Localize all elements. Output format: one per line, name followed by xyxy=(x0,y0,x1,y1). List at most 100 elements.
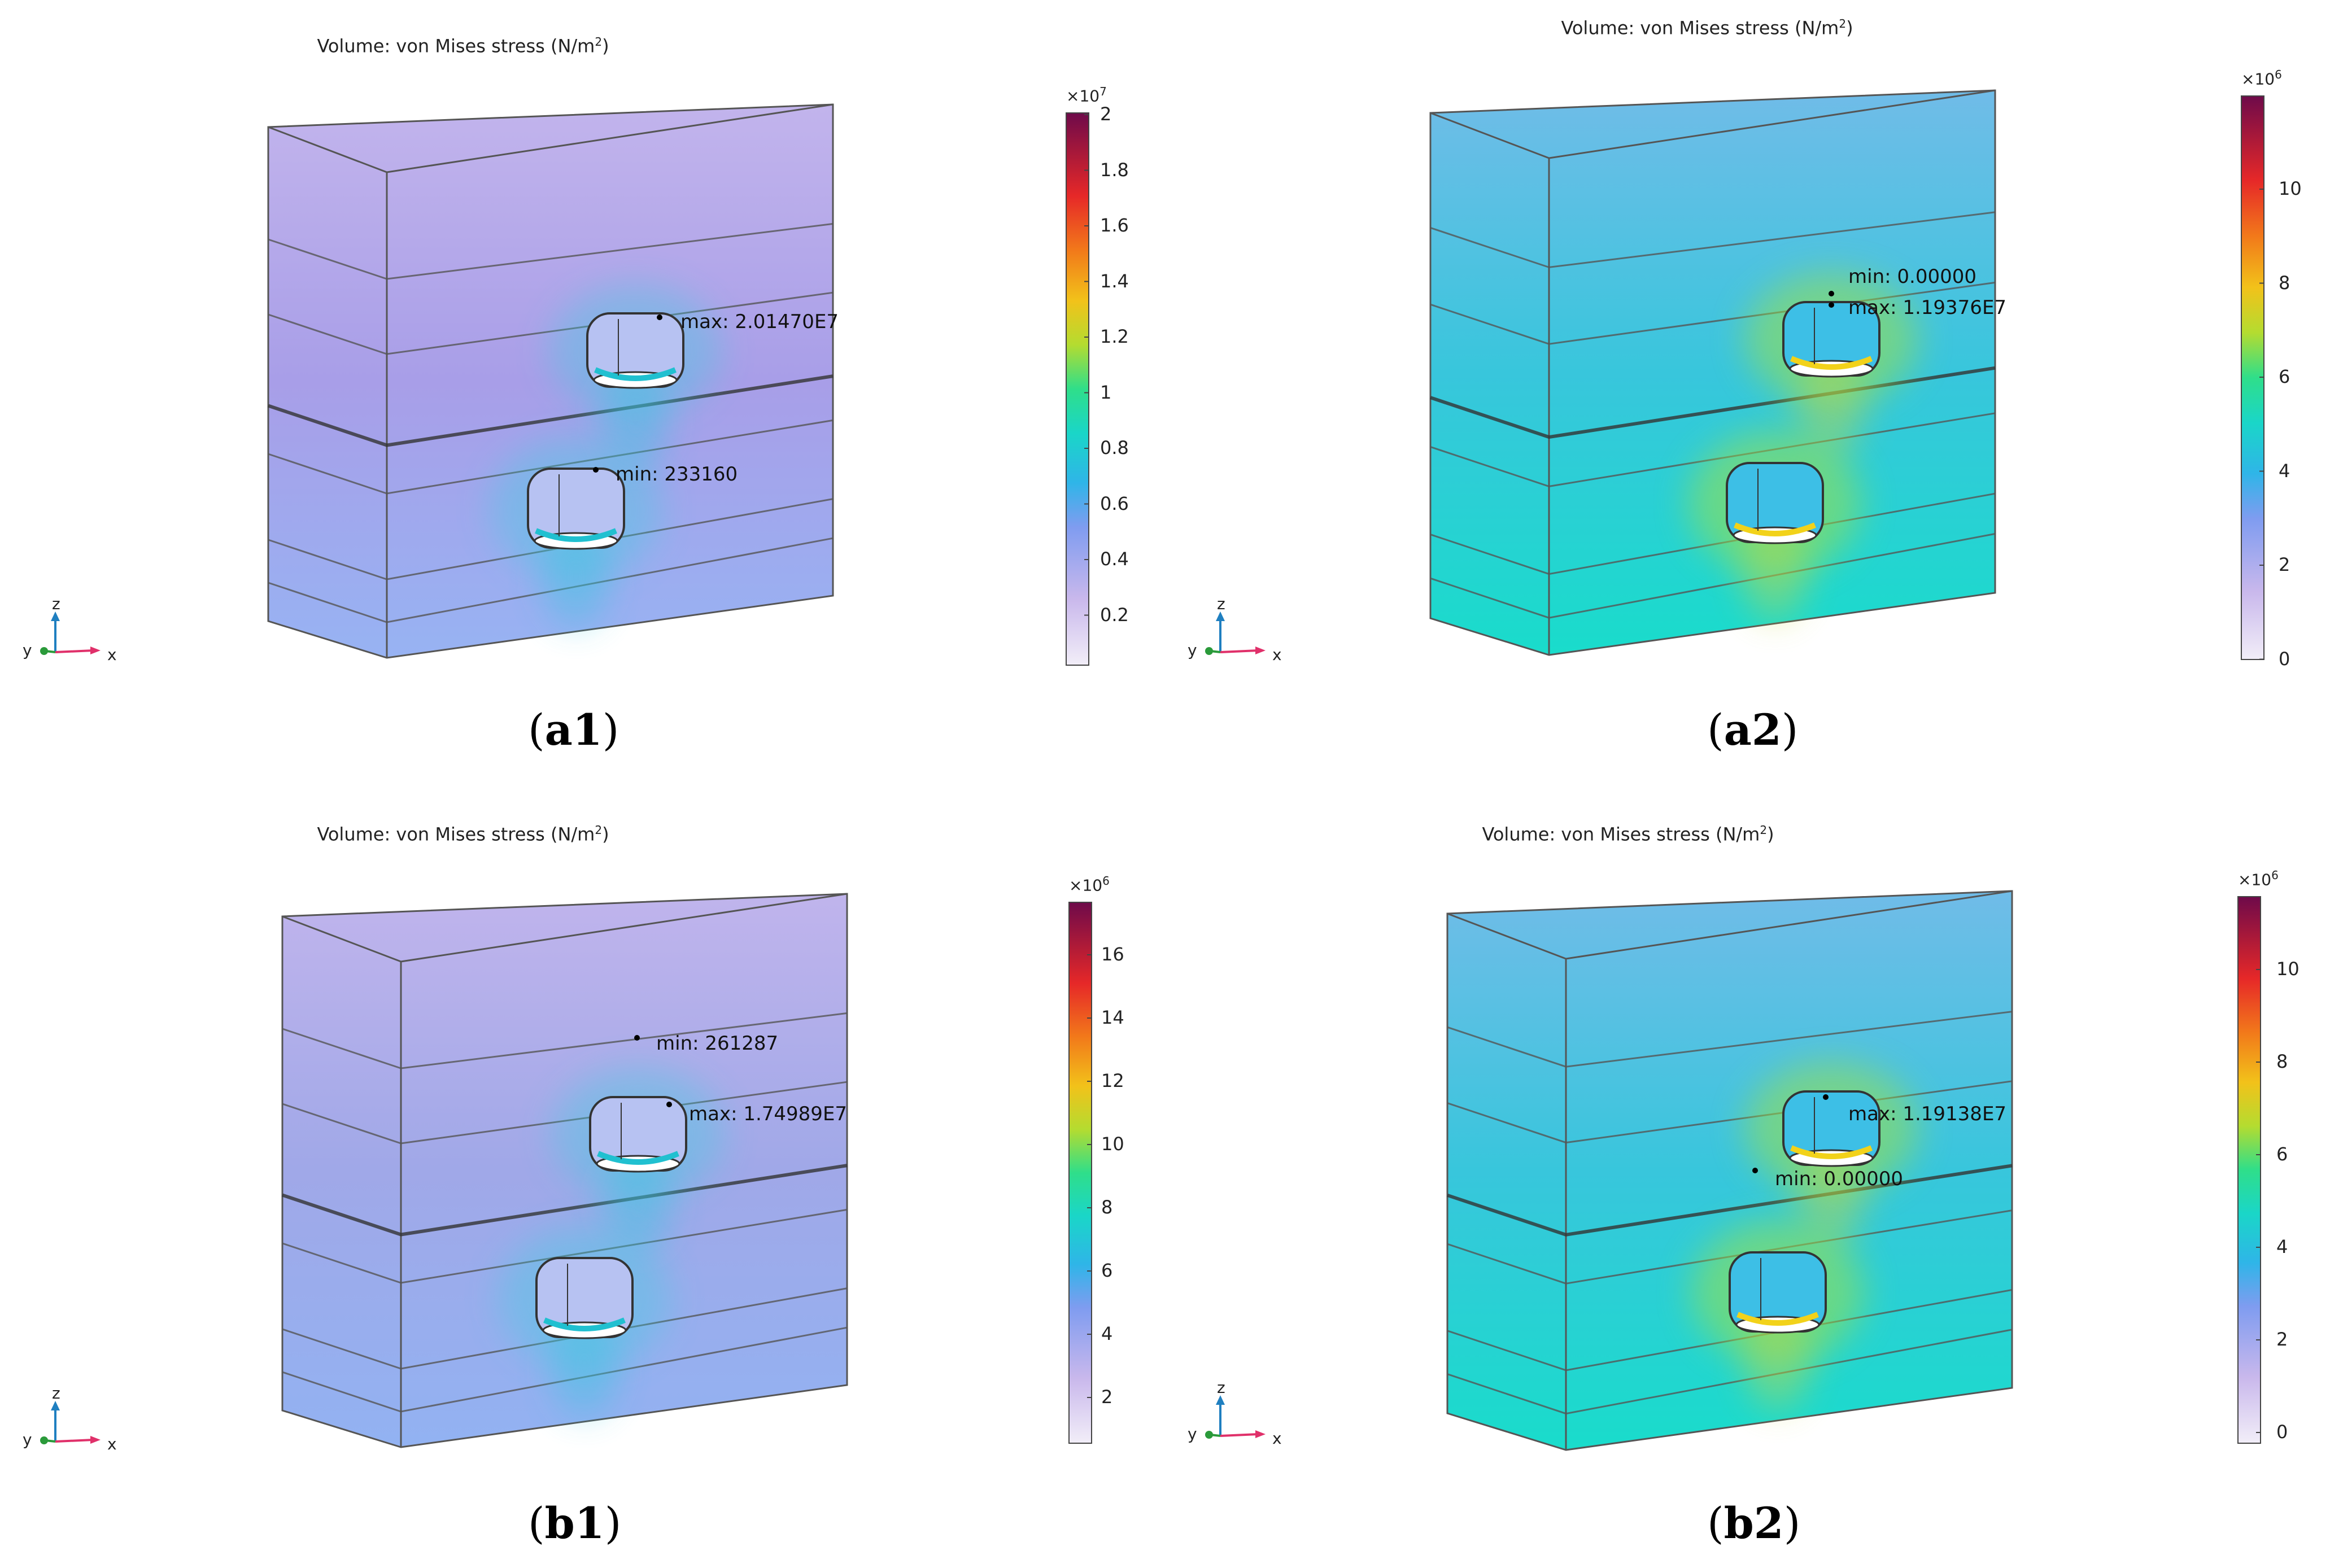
colorbar-tick-label: 16 xyxy=(1101,944,1124,965)
multiplier-exponent: 6 xyxy=(2275,68,2282,81)
colorbar-tick-label: 0.6 xyxy=(1100,492,1129,514)
title-text: Volume: von Mises stress (N/m xyxy=(317,823,595,845)
title-text: Volume: von Mises stress (N/m xyxy=(1482,823,1760,845)
title-text: Volume: von Mises stress (N/m xyxy=(1561,17,1839,39)
axis-label-y: y xyxy=(23,1430,32,1449)
axis-label-z: z xyxy=(1217,1378,1225,1397)
stress-volume-scene xyxy=(40,103,1089,666)
colorbar xyxy=(1068,902,1092,1444)
panel-label-text: b1 xyxy=(544,1498,605,1548)
axis-label-x: x xyxy=(1272,1429,1282,1448)
colorbar-tick-label: 12 xyxy=(1101,1070,1124,1091)
colorbar-tick-label: 4 xyxy=(1101,1323,1113,1344)
multiplier-base: ×10 xyxy=(2241,69,2275,89)
axis-label-y: y xyxy=(1188,641,1197,659)
min-marker-dot xyxy=(593,467,599,473)
colorbar-tick-label: 10 xyxy=(2279,178,2302,199)
min-marker-dot xyxy=(1829,291,1834,296)
colorbar-tick-label: 1 xyxy=(1100,381,1112,403)
multiplier-exponent: 6 xyxy=(2271,868,2279,882)
colorbar-tick-label: 1.6 xyxy=(1100,215,1129,236)
axis-triad-icon xyxy=(40,1401,101,1444)
panel-a2: Volume: von Mises stress (N/m2) 10 8 6 4 2 0 ×1… xyxy=(1165,0,2330,784)
panel-label: (a2) xyxy=(1707,705,1799,755)
colorbar-tick-label: 0 xyxy=(2279,648,2290,670)
colorbar xyxy=(1066,112,1089,666)
stress-volume-scene xyxy=(1205,890,2261,1451)
volume-body xyxy=(1429,89,1996,656)
colorbar-tick-label: 2 xyxy=(1101,1386,1113,1408)
colorbar-tick-label: 10 xyxy=(1101,1133,1124,1155)
panel-label: (b1) xyxy=(528,1498,622,1548)
colorbar-multiplier: ×107 xyxy=(1066,85,1107,105)
title-text: Volume: von Mises stress (N/m xyxy=(317,35,595,57)
max-annotation: max: 1.19138E7 xyxy=(1848,1103,2007,1125)
multiplier-base: ×10 xyxy=(2238,870,2272,889)
colorbar-tick-label: 4 xyxy=(2279,460,2290,482)
multiplier-exponent: 7 xyxy=(1099,85,1107,98)
volume-body xyxy=(267,103,834,659)
axis-label-x: x xyxy=(107,1435,117,1453)
axis-label-x: x xyxy=(107,645,117,664)
min-annotation: min: 261287 xyxy=(656,1032,779,1055)
colorbar-tick-label: 1.2 xyxy=(1100,326,1129,347)
panel-a1: Volume: von Mises stress (N/m2) 2 1.8 1.6 1.… xyxy=(0,0,1165,784)
colorbar-tick-label: 8 xyxy=(2279,272,2290,294)
colorbar-multiplier: ×106 xyxy=(2241,68,2282,88)
max-marker-dot xyxy=(657,315,662,320)
title-close: ) xyxy=(602,35,609,57)
colorbar-tick-label: 4 xyxy=(2276,1236,2288,1257)
min-annotation: min: 233160 xyxy=(616,463,738,486)
colorbar-tick-label: 10 xyxy=(2276,958,2300,980)
volume-body xyxy=(1446,890,2013,1451)
max-annotation: max: 2.01470E7 xyxy=(680,311,839,333)
colorbar xyxy=(2237,896,2261,1444)
title-close: ) xyxy=(1846,17,1853,39)
min-annotation: min: 0.00000 xyxy=(1848,265,1976,288)
plot-title: Volume: von Mises stress (N/m2) xyxy=(1165,823,2091,845)
min-annotation: min: 0.00000 xyxy=(1775,1168,1903,1190)
colorbar-tick-label: 0 xyxy=(2276,1421,2288,1443)
colorbar-tick-label: 14 xyxy=(1101,1007,1124,1028)
axis-label-z: z xyxy=(52,1384,60,1403)
colorbar-tick-label: 2 xyxy=(1100,103,1112,125)
colorbar-multiplier: ×106 xyxy=(1069,874,1110,894)
max-annotation: max: 1.74989E7 xyxy=(689,1103,848,1125)
multiplier-exponent: 6 xyxy=(1102,874,1110,888)
colorbar-tick-label: 0.4 xyxy=(1100,548,1129,570)
panel-label-text: a1 xyxy=(544,705,603,755)
multiplier-base: ×10 xyxy=(1066,86,1100,106)
title-superscript: 2 xyxy=(1839,17,1847,30)
title-superscript: 2 xyxy=(595,35,603,49)
colorbar-tick-label: 6 xyxy=(1101,1260,1113,1281)
colorbar-tick-label: 2 xyxy=(2276,1329,2288,1350)
panel-b2: Volume: von Mises stress (N/m2) 10 8 6 4 2 0 ×1… xyxy=(1165,784,2330,1567)
max-marker-dot xyxy=(1829,302,1834,308)
colorbar-tick-label: 8 xyxy=(1101,1196,1113,1218)
multiplier-base: ×10 xyxy=(1069,876,1103,895)
axis-triad-icon xyxy=(1205,1395,1266,1439)
max-annotation: max: 1.19376E7 xyxy=(1848,296,2007,319)
min-marker-dot xyxy=(634,1035,640,1041)
panel-label-text: a2 xyxy=(1723,705,1782,755)
colorbar-tick-label: 1.4 xyxy=(1100,270,1129,292)
panel-label-text: b2 xyxy=(1723,1498,1784,1548)
min-marker-dot xyxy=(1752,1168,1758,1173)
plot-title: Volume: von Mises stress (N/m2) xyxy=(0,823,926,845)
title-close: ) xyxy=(1767,823,1774,845)
colorbar-tick-label: 6 xyxy=(2276,1143,2288,1165)
max-marker-dot xyxy=(1823,1094,1829,1100)
panel-label: (a1) xyxy=(528,705,619,755)
colorbar-tick-label: 8 xyxy=(2276,1051,2288,1072)
panel-label: (b2) xyxy=(1707,1498,1801,1548)
title-superscript: 2 xyxy=(1760,823,1768,837)
max-marker-dot xyxy=(666,1102,672,1107)
plot-title: Volume: von Mises stress (N/m2) xyxy=(1244,17,2170,39)
axis-triad-icon xyxy=(40,612,101,655)
axis-triad-icon xyxy=(1205,612,1266,655)
colorbar-tick-label: 6 xyxy=(2279,366,2290,387)
title-close: ) xyxy=(602,823,609,845)
colorbar-tick-label: 0.2 xyxy=(1100,604,1129,626)
panel-b1: Volume: von Mises stress (N/m2) 16 14 12 10 8… xyxy=(0,784,1165,1567)
volume-body xyxy=(281,893,848,1448)
